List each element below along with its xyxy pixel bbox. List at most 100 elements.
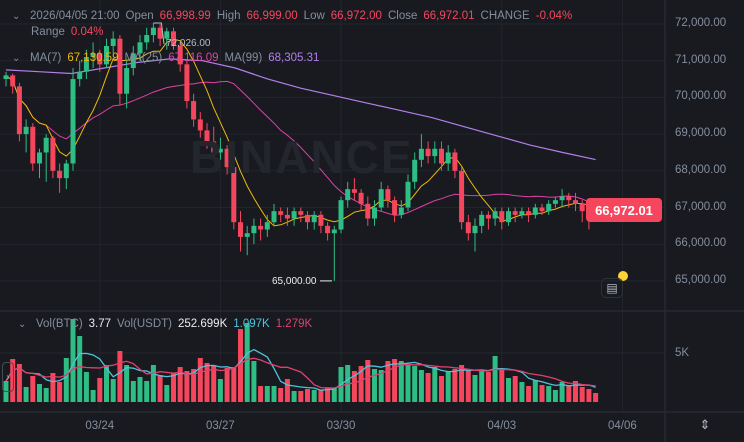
volume-bar [305, 389, 310, 402]
watermark: BINANCE [190, 131, 414, 183]
candle-body [325, 225, 331, 234]
candle-body [278, 211, 284, 215]
volume-bar [499, 369, 505, 402]
volume-bar [358, 366, 364, 402]
candle-body [552, 200, 558, 204]
candle-body [566, 196, 572, 201]
low-marker: 65,000.00 [272, 276, 317, 287]
current-price-label: 66,972.01 [586, 198, 662, 222]
candle-body [445, 152, 451, 164]
price-tick: 71,000.00 [675, 53, 727, 66]
candle-body [57, 170, 63, 179]
vol-tick: 5K [675, 347, 690, 359]
vol-usdt-label: Vol(USDT) [117, 318, 172, 330]
candle-body [3, 75, 9, 80]
volume-bar [197, 358, 203, 402]
scroll-left-icon[interactable]: › [2, 362, 14, 392]
ma7-label: MA(7) [30, 52, 62, 64]
volume-bar [532, 380, 538, 402]
candle-body [197, 119, 203, 131]
change-label: CHANGE [480, 10, 530, 22]
volume-bar [425, 373, 431, 402]
volume-bar [271, 386, 277, 402]
volume-bar [579, 387, 585, 402]
candle-body [351, 189, 357, 193]
candle-body [479, 214, 485, 226]
volume-bar [137, 377, 143, 402]
candle-body [238, 222, 243, 237]
volume-bar [412, 366, 418, 402]
chevron-down-icon[interactable]: ⌄ [18, 318, 27, 330]
candle-body [305, 214, 310, 223]
candle-body [16, 86, 22, 135]
candle-body [358, 192, 364, 204]
volume-bar [445, 372, 451, 402]
vol-usdt-value: 252.699K [178, 318, 228, 330]
candle-body [452, 152, 458, 171]
volume-bar [298, 391, 304, 402]
volume-bar [150, 365, 156, 402]
volume-bar [506, 378, 511, 402]
candle-body [137, 42, 143, 54]
volume-bar [157, 375, 163, 402]
candle-body [546, 203, 552, 212]
volume-bar [104, 365, 109, 402]
price-tick: 70,000.00 [675, 90, 727, 103]
close-label: Close [387, 10, 418, 22]
chevron-down-icon[interactable]: ⌄ [12, 52, 21, 64]
volume-bar [37, 384, 42, 402]
volume-bar [284, 379, 290, 402]
candle-body [284, 214, 290, 219]
price-tick: 69,000.00 [675, 127, 727, 140]
volume-bar [164, 385, 170, 402]
candle-body [506, 211, 511, 223]
candle-body [331, 229, 337, 234]
candle-body [90, 53, 96, 58]
vol-ma1-value: 1.097K [233, 318, 270, 330]
volume-bar [291, 391, 297, 402]
time-tick: 03/30 [326, 420, 356, 432]
low-label: Low [303, 10, 325, 22]
range-value: 0.04% [70, 26, 104, 38]
high-value: 66,999.00 [246, 10, 298, 22]
chevron-down-icon[interactable]: ⌄ [12, 10, 21, 22]
volume-bar [378, 370, 384, 402]
candle-body [365, 203, 371, 219]
volume-bar [124, 365, 130, 402]
volume-bar [485, 372, 491, 402]
time-tick: 04/03 [487, 420, 517, 432]
volume-bar [479, 371, 485, 402]
candle-body [338, 200, 344, 230]
volume-bar [63, 358, 69, 402]
candle-body [184, 64, 190, 102]
news-icon[interactable]: ▤ [601, 278, 623, 298]
volume-bar [586, 389, 592, 402]
volume-bar [30, 376, 36, 402]
volume-bar [318, 390, 324, 402]
candle-body [398, 207, 404, 215]
candle-body [519, 211, 525, 215]
volume-bar [385, 361, 391, 402]
volume-bar [211, 366, 217, 402]
candle-body [144, 35, 150, 43]
candle-body [23, 126, 29, 135]
price-tick: 72,000.00 [675, 17, 727, 29]
volume-bar [278, 388, 284, 402]
volume-bar [526, 386, 532, 402]
ma25-label: MA(25) [124, 52, 163, 64]
candle-body [251, 225, 257, 234]
datetime: 2026/04/05 21:00 [30, 10, 120, 22]
volume-bar [184, 371, 190, 402]
range-label: Range [31, 26, 65, 38]
candle-body [83, 57, 89, 72]
volume-bar [264, 386, 270, 402]
volume-ma2-line [5, 357, 596, 389]
ma99-line [5, 58, 596, 161]
volume-bar [70, 319, 76, 402]
volume-bar [16, 364, 22, 402]
expand-vertical-icon[interactable]: ⇕ [699, 417, 711, 432]
vol-ma2-value: 1.279K [275, 318, 313, 330]
ma25-line [5, 75, 596, 216]
time-tick: 04/06 [608, 420, 637, 432]
